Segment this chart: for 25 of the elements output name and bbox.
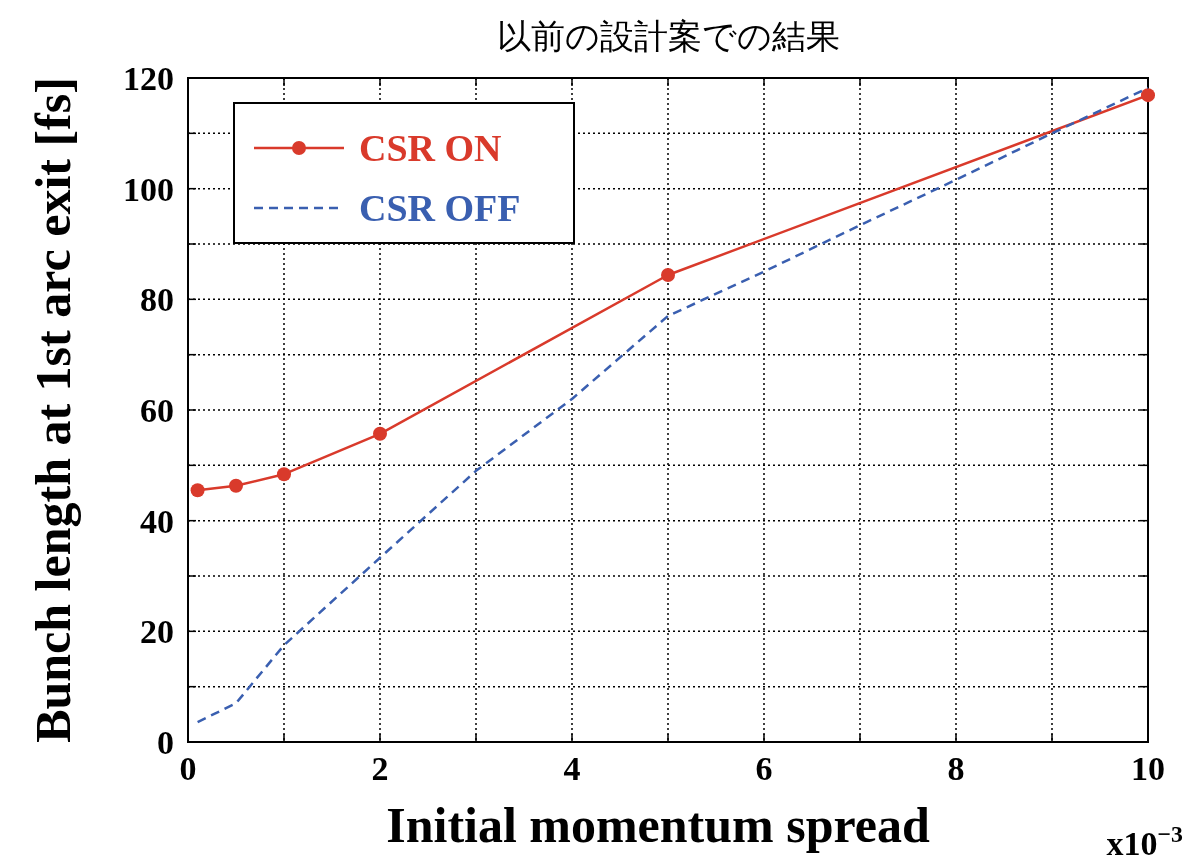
y-tick-label: 20: [140, 613, 174, 651]
point: [277, 467, 291, 482]
x-tick-label: 4: [563, 750, 581, 787]
text: x10$^{−3}$: [1106, 821, 1184, 862]
x-tick-label: 10: [1131, 750, 1165, 787]
point: [229, 478, 243, 493]
legend-label: CSR ON: [359, 127, 502, 169]
x-axis-title: Initial momentum spread: [386, 797, 930, 853]
legend-label: CSR OFF: [359, 187, 521, 229]
y-tick-label: 80: [140, 281, 174, 319]
y-axis-title: Bunch length at 1st arc exit [fs]: [25, 77, 81, 743]
x-tick-label: 6: [755, 750, 773, 787]
y-tick-label: 40: [140, 502, 174, 540]
x-tick-label: 2: [371, 750, 389, 787]
point: [1141, 88, 1155, 103]
point: [190, 483, 205, 498]
point: [373, 426, 387, 441]
y-tick-label: 120: [123, 60, 174, 97]
x-tick-label: 0: [179, 750, 197, 787]
y-tick-label: 0: [157, 724, 174, 761]
y-tick-label: 100: [123, 170, 174, 208]
x-tick-label: 8: [947, 750, 965, 787]
point: [661, 267, 675, 282]
y-tick-label: 60: [140, 392, 174, 429]
chart-title: 以前の設計案での結果: [496, 16, 840, 56]
